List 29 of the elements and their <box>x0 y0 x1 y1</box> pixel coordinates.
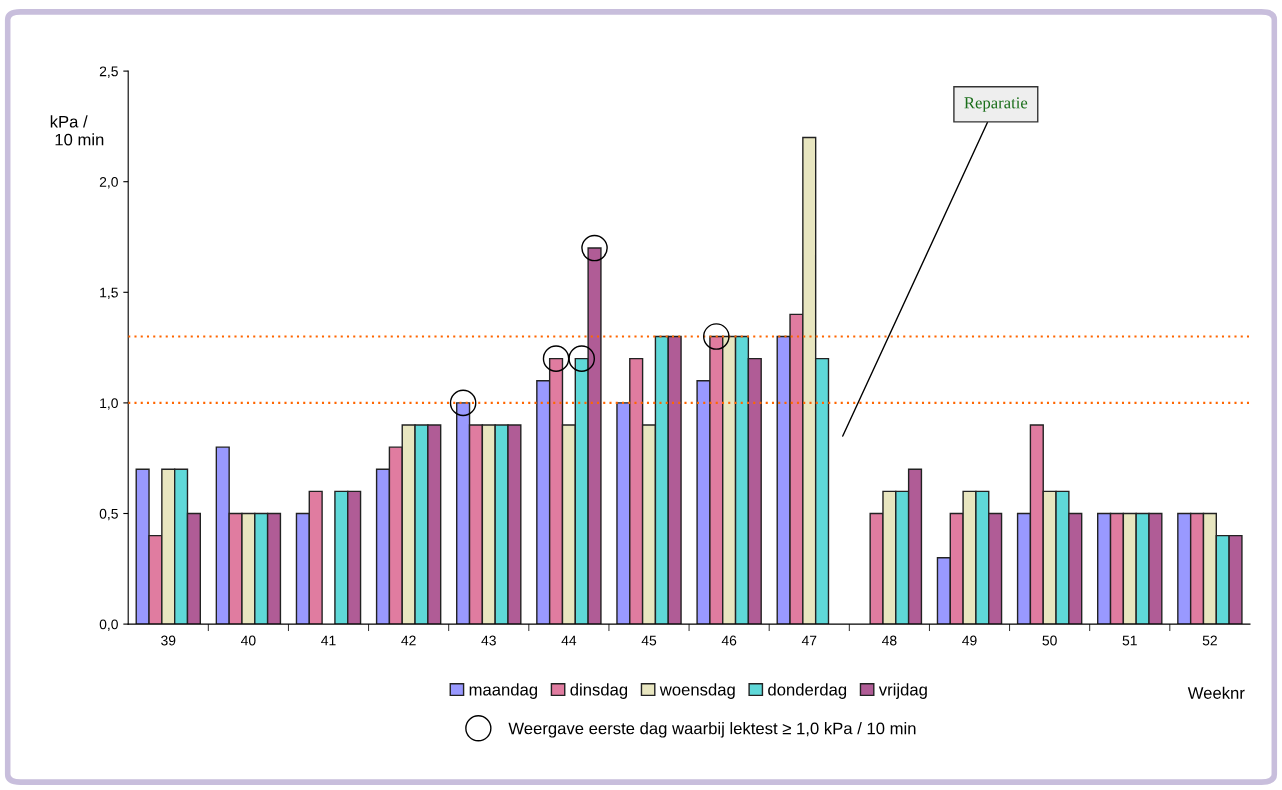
legend-label: vrijdag <box>878 683 927 699</box>
y-tick-label: 1,5 <box>100 287 118 300</box>
x-tick-label: 50 <box>1042 635 1057 646</box>
y-tick-label: 0,0 <box>99 619 118 631</box>
x-axis-title: Weeknr <box>1187 686 1245 699</box>
y-tick-label: 0,5 <box>99 508 118 521</box>
x-tick-label: 45 <box>641 635 657 646</box>
x-tick-label: 48 <box>881 635 897 646</box>
x-tick-label: 49 <box>962 635 977 646</box>
y-tick-label: 2,5 <box>99 66 118 78</box>
y-tick-label: 1,0 <box>100 398 118 410</box>
x-tick-label: 46 <box>721 635 737 646</box>
x-tick-label: 44 <box>561 635 577 646</box>
legend-label: maandag <box>469 683 538 699</box>
legend-label: woensdag <box>659 683 735 699</box>
x-tick-label: 52 <box>1202 635 1217 646</box>
x-tick-label: 51 <box>1122 635 1137 646</box>
x-tick-label: 42 <box>401 635 416 646</box>
legend-label: dinsdag <box>570 683 628 699</box>
x-tick-label: 47 <box>801 635 817 646</box>
legend-label: donderdag <box>768 683 847 699</box>
y-tick-label: 2,0 <box>99 177 118 189</box>
x-tick-label: 41 <box>321 635 336 646</box>
annotation: Reparatie <box>964 97 1028 112</box>
x-tick-label: 43 <box>481 635 496 646</box>
x-tick-label: 39 <box>161 635 176 646</box>
x-tick-label: 40 <box>240 635 256 646</box>
y-axis-title: kPa / 10 min <box>50 115 104 146</box>
legend-label: Weergave eerste dag waarbij lektest ≥ 1,0 kPa / 10 min <box>508 722 916 738</box>
